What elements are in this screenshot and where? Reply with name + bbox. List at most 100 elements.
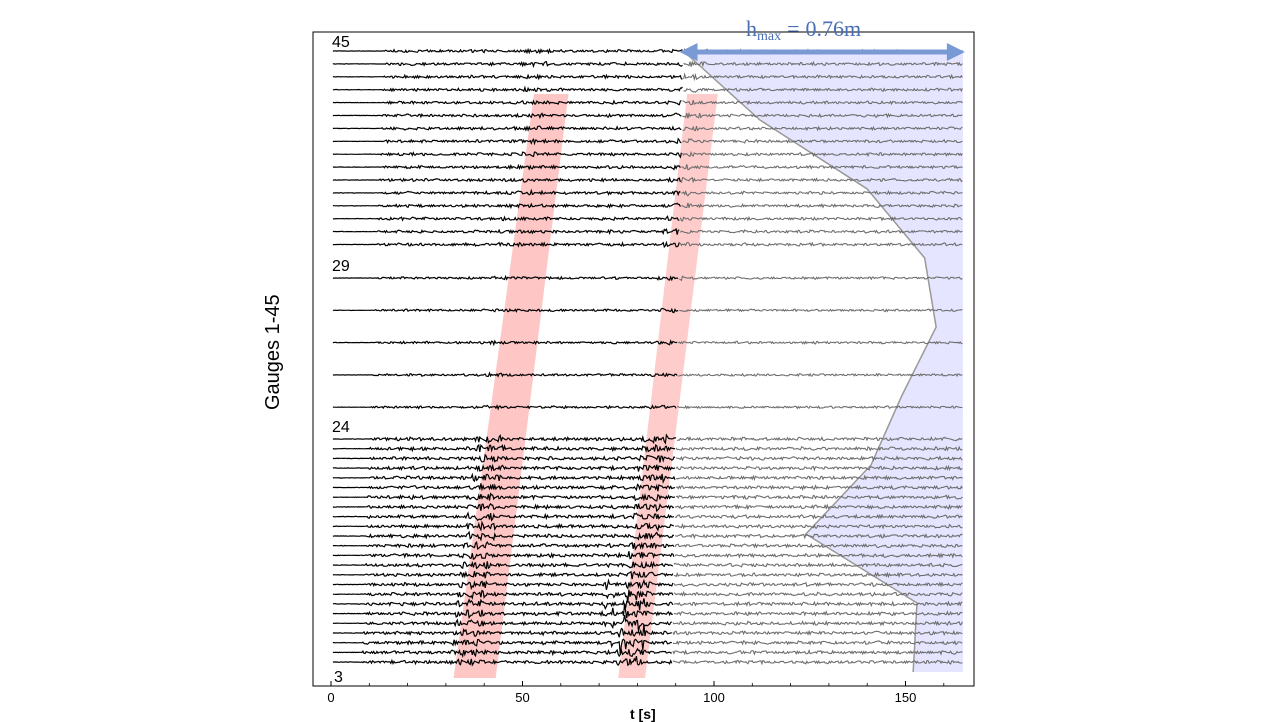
hmax-value: 0.76m <box>805 16 862 41</box>
gauge-trace-faded <box>683 72 963 82</box>
gauge-trace <box>332 483 676 492</box>
gauge-trace-faded <box>682 99 963 106</box>
gauge-trace-faded <box>675 494 963 501</box>
gauge-trace <box>332 176 681 183</box>
hmax-equals: = <box>787 16 800 41</box>
gauge-trace-faded <box>673 600 963 608</box>
gauge-trace <box>332 638 672 655</box>
gauge-trace <box>332 624 672 638</box>
gauge-trace-faded <box>675 484 963 492</box>
gauge-trace <box>332 520 674 532</box>
gauge-trace <box>332 227 680 236</box>
gauge-trace-faded <box>677 340 963 345</box>
gauge-trace <box>332 404 677 411</box>
gauge-trace-faded <box>675 455 963 462</box>
gauge-trace <box>332 570 674 580</box>
gauge-trace-faded <box>680 176 963 184</box>
gauge-trace-faded <box>683 87 963 93</box>
gauge-trace <box>332 339 678 347</box>
gauge-trace-faded <box>673 561 963 568</box>
gauge-trace <box>332 560 674 570</box>
gauge-trace <box>332 151 682 159</box>
hmax-arrow-head-left <box>679 43 698 61</box>
gauge-trace-faded <box>679 229 963 234</box>
gauge-trace <box>332 137 682 146</box>
gauge-trace-faded <box>681 189 963 197</box>
gauge-trace-faded <box>674 542 963 549</box>
gauge-trace <box>332 453 676 463</box>
x-tick-label: 100 <box>703 690 725 705</box>
gauge-trace-faded <box>676 474 963 482</box>
gauge-label-third: 24 <box>332 419 350 436</box>
gauge-trace-faded <box>674 513 963 520</box>
gauge-trace-faded <box>682 111 963 119</box>
y-axis-label: Gauges 1-45 <box>262 294 284 410</box>
gauge-trace-faded <box>672 639 963 646</box>
gauge-trace-faded <box>682 137 963 144</box>
hmax-subscript: max <box>757 29 782 44</box>
gauge-label-bottom: 3 <box>334 669 343 686</box>
gauge-trace-faded <box>681 164 963 171</box>
gauge-trace <box>332 603 674 620</box>
plot-frame <box>312 31 975 687</box>
gauge-trace-faded <box>682 150 963 158</box>
gauge-trace <box>332 112 682 120</box>
x-tick-label: 50 <box>515 690 529 705</box>
hmax-annotation: hmax = 0.76m <box>746 16 861 45</box>
gauge-trace <box>332 647 673 659</box>
hmax-symbol: h <box>746 16 757 41</box>
gauge-trace <box>332 307 679 314</box>
gauge-trace-faded <box>673 581 963 588</box>
gauge-trace-faded <box>679 308 963 313</box>
gauge-trace <box>332 463 676 473</box>
gauge-trace <box>332 443 676 453</box>
gauge-trace-faded <box>672 659 963 666</box>
gauge-label-top: 45 <box>332 34 350 51</box>
gauge-trace <box>332 502 675 513</box>
gauge-trace-faded <box>673 571 963 579</box>
gauge-trace <box>332 598 674 611</box>
gauge-trace-faded <box>682 125 963 132</box>
gauge-trace <box>332 60 683 69</box>
gauge-trace <box>332 433 677 445</box>
gauge-trace-faded <box>683 60 963 68</box>
x-tick-label: 0 <box>327 690 334 705</box>
gauge-trace-faded <box>673 590 963 597</box>
gauge-trace-faded <box>676 404 963 410</box>
gauge-trace-faded <box>678 372 963 378</box>
gauge-trace <box>332 589 674 603</box>
gauge-trace-faded <box>674 522 963 530</box>
x-axis-label: t [s] <box>630 706 656 722</box>
wave-band-2 <box>618 94 718 678</box>
gauge-trace <box>332 99 682 106</box>
gauge-trace <box>332 540 675 551</box>
gauge-trace <box>332 240 680 249</box>
gauge-trace-faded <box>679 275 963 282</box>
gauge-trace-faded <box>674 503 963 511</box>
gauge-trace <box>332 188 681 197</box>
gauge-trace <box>332 125 682 132</box>
envelope-fill <box>683 51 963 672</box>
gauge-trace <box>332 655 673 667</box>
gauge-trace <box>332 472 676 485</box>
gauge-trace <box>332 274 679 282</box>
gauge-trace <box>332 215 680 222</box>
gauge-trace-faded <box>679 216 963 222</box>
gauge-trace <box>332 47 683 55</box>
gauge-trace-faded <box>672 649 963 656</box>
gauge-trace-faded <box>674 532 963 540</box>
gauge-trace-faded <box>675 464 963 472</box>
gauge-trace <box>332 202 681 210</box>
gauge-trace <box>332 371 678 378</box>
gauge-trace-faded <box>679 241 963 248</box>
gauge-trace-faded <box>675 445 963 452</box>
gauge-trace <box>332 578 674 591</box>
gauge-trace <box>332 73 683 81</box>
gauge-trace <box>332 511 675 522</box>
x-tick-label: 150 <box>895 690 917 705</box>
gauge-trace-faded <box>672 619 963 627</box>
gauge-trace-faded <box>676 436 963 442</box>
gauge-trace-faded <box>673 610 963 617</box>
gauge-trace-faded <box>674 552 963 559</box>
